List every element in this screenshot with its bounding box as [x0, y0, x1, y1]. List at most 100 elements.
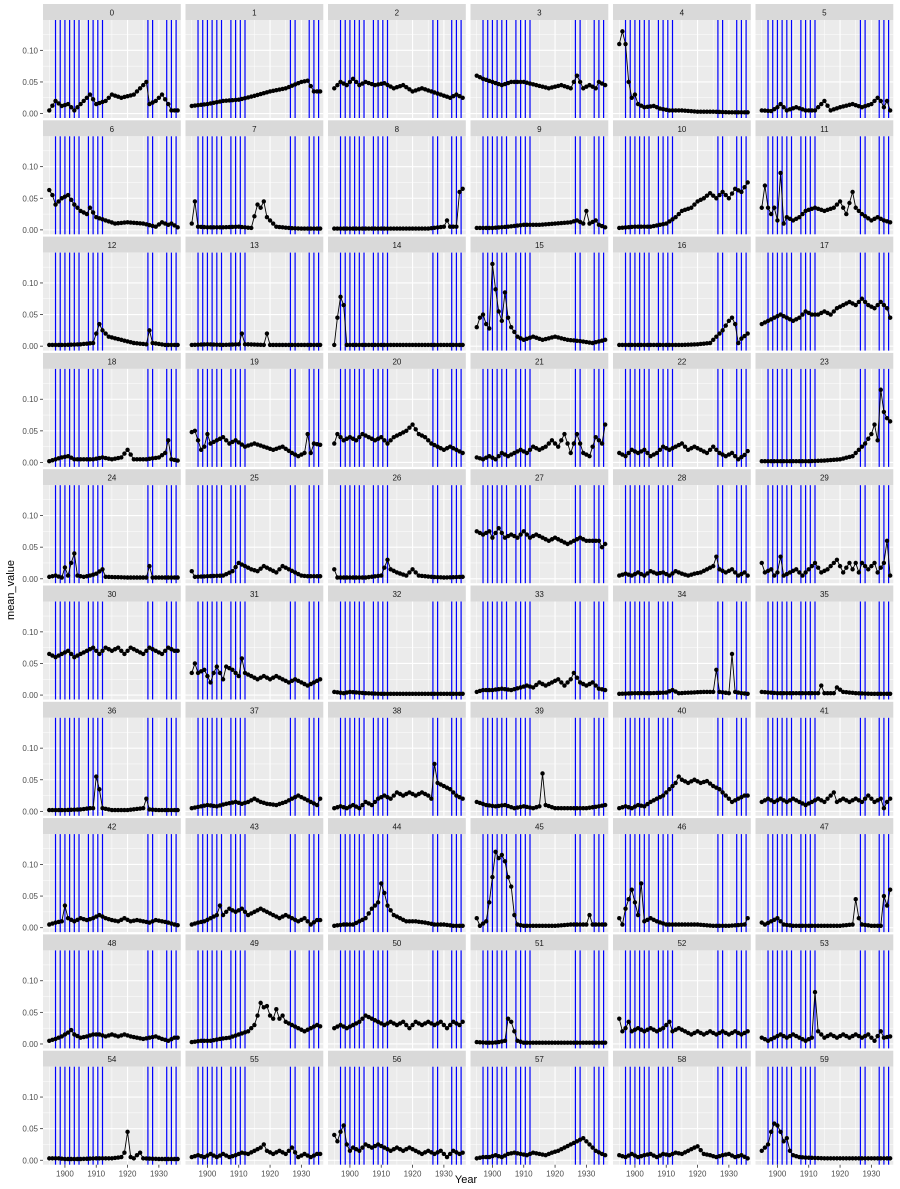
data-point: [474, 915, 479, 921]
data-point: [581, 221, 586, 226]
data-point: [651, 342, 656, 348]
data-point: [341, 1123, 346, 1128]
data-point: [565, 441, 570, 446]
data-point: [878, 1029, 883, 1034]
data-point: [638, 342, 644, 348]
data-point: [422, 226, 428, 231]
data-point: [419, 342, 425, 348]
data-point: [574, 1040, 580, 1045]
data-point: [438, 575, 443, 580]
facet-strip: [43, 1050, 181, 1067]
data-point: [50, 342, 55, 348]
data-point: [815, 105, 821, 110]
data-point: [638, 224, 644, 229]
data-point: [714, 196, 719, 201]
data-point: [809, 690, 815, 696]
data-point: [787, 690, 793, 696]
data-point: [317, 677, 323, 682]
data-point: [800, 211, 805, 217]
data-point: [122, 575, 127, 580]
data-point: [211, 342, 216, 347]
data-point: [850, 189, 855, 195]
data-point: [369, 906, 375, 911]
data-point: [483, 1040, 489, 1045]
facet-panel-22: 22: [613, 352, 751, 467]
facet-strip-label: 10: [677, 125, 686, 134]
data-point: [667, 787, 672, 792]
data-point: [602, 922, 608, 927]
facet-strip-label: 32: [392, 590, 401, 599]
data-point: [65, 1030, 71, 1035]
facet-panel-24: 240.000.050.10: [22, 469, 181, 584]
data-point: [806, 690, 811, 696]
data-point: [119, 575, 124, 580]
facet-strip-label: 35: [820, 590, 829, 599]
data-point: [584, 1040, 589, 1045]
data-point: [451, 342, 456, 348]
data-point: [505, 874, 511, 880]
data-point: [224, 225, 229, 230]
data-point: [400, 691, 406, 697]
data-point: [214, 912, 220, 918]
data-point: [314, 89, 320, 94]
data-point: [175, 575, 180, 580]
data-point: [280, 444, 285, 449]
data-point: [169, 342, 174, 348]
data-point: [286, 1148, 292, 1153]
facet-panel-52: 52: [613, 934, 751, 1049]
data-point: [350, 226, 356, 231]
data-point: [629, 95, 634, 100]
data-point: [565, 806, 570, 811]
data-point: [794, 690, 799, 696]
data-point: [192, 428, 198, 434]
data-point: [642, 447, 647, 453]
data-point: [862, 691, 868, 696]
facet-strip-label: 0: [110, 9, 115, 18]
data-point: [717, 192, 722, 198]
facet-strip: [613, 120, 751, 137]
data-point: [457, 342, 462, 348]
data-point: [202, 224, 207, 230]
data-point: [397, 226, 403, 231]
data-point: [723, 323, 728, 328]
data-point: [784, 459, 790, 464]
data-point: [638, 881, 644, 886]
data-point: [175, 922, 180, 928]
facet-strip: [470, 120, 609, 137]
data-point: [258, 1145, 263, 1150]
data-point: [205, 574, 210, 579]
x-tick-label: 1900: [199, 1170, 217, 1179]
data-point: [388, 342, 393, 348]
facet-strip-label: 47: [820, 823, 829, 832]
data-point: [125, 1129, 130, 1135]
data-point: [862, 1156, 868, 1161]
data-point: [670, 783, 675, 789]
facet-strip-label: 9: [537, 125, 542, 134]
data-point: [347, 922, 353, 927]
data-point: [714, 447, 719, 453]
data-point: [660, 342, 666, 348]
data-point: [762, 108, 768, 113]
data-point: [258, 566, 263, 571]
data-point: [87, 205, 93, 210]
data-point: [175, 807, 180, 813]
data-point: [487, 225, 492, 231]
data-point: [375, 342, 381, 348]
data-point: [90, 806, 96, 811]
facet-strip-label: 36: [107, 706, 116, 715]
data-point: [435, 574, 440, 580]
data-point: [657, 690, 663, 695]
data-point: [593, 1040, 598, 1045]
data-point: [347, 575, 353, 580]
data-point: [587, 912, 592, 918]
data-point: [602, 225, 608, 230]
y-tick-label: 0.00: [22, 1156, 38, 1165]
data-point: [227, 342, 232, 347]
data-point: [778, 690, 783, 696]
data-point: [137, 575, 143, 580]
data-point: [332, 86, 337, 91]
data-point: [264, 331, 270, 336]
data-point: [366, 911, 371, 916]
data-point: [862, 213, 868, 219]
data-point: [834, 557, 840, 563]
